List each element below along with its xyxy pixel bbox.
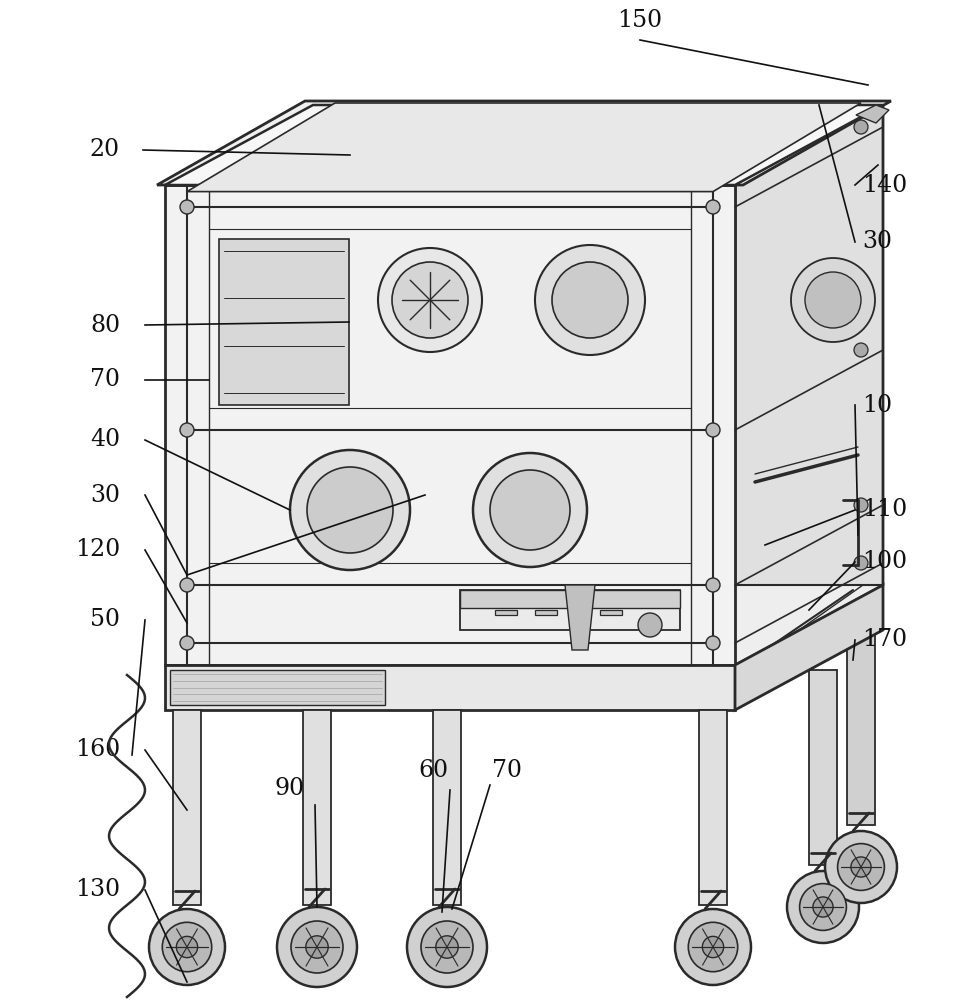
Text: 80: 80 — [90, 314, 120, 336]
Circle shape — [854, 343, 868, 357]
Polygon shape — [856, 105, 889, 123]
Circle shape — [149, 909, 225, 985]
Polygon shape — [165, 105, 883, 185]
Circle shape — [787, 871, 859, 943]
Circle shape — [791, 258, 875, 342]
Polygon shape — [303, 710, 331, 905]
Circle shape — [177, 936, 198, 958]
Text: 30: 30 — [862, 231, 892, 253]
Circle shape — [799, 884, 846, 930]
Circle shape — [473, 453, 587, 567]
Text: 150: 150 — [618, 9, 663, 32]
Circle shape — [307, 467, 393, 553]
Circle shape — [805, 272, 861, 328]
Circle shape — [706, 578, 720, 592]
Polygon shape — [165, 585, 883, 665]
Circle shape — [407, 907, 487, 987]
Text: 20: 20 — [90, 138, 120, 161]
Circle shape — [392, 262, 468, 338]
Circle shape — [180, 636, 194, 650]
Circle shape — [277, 907, 357, 987]
Circle shape — [290, 450, 410, 570]
Text: 70: 70 — [492, 759, 522, 782]
Polygon shape — [460, 590, 680, 608]
Polygon shape — [165, 105, 883, 185]
Circle shape — [702, 936, 724, 958]
Circle shape — [706, 636, 720, 650]
Circle shape — [291, 921, 343, 973]
Circle shape — [306, 936, 329, 958]
Text: 110: 110 — [862, 498, 907, 522]
Text: 160: 160 — [74, 738, 120, 762]
Circle shape — [706, 423, 720, 437]
Text: 40: 40 — [90, 428, 120, 452]
Text: 130: 130 — [74, 879, 120, 902]
Circle shape — [825, 831, 897, 903]
Text: 50: 50 — [90, 608, 120, 632]
Polygon shape — [433, 710, 461, 905]
Circle shape — [689, 922, 737, 972]
Circle shape — [421, 921, 473, 973]
Text: 100: 100 — [862, 550, 907, 574]
Circle shape — [854, 120, 868, 134]
Polygon shape — [535, 610, 557, 615]
Polygon shape — [600, 610, 622, 615]
Polygon shape — [847, 630, 875, 825]
Circle shape — [706, 200, 720, 214]
Circle shape — [180, 200, 194, 214]
Circle shape — [162, 922, 212, 972]
Polygon shape — [170, 670, 385, 705]
Polygon shape — [165, 665, 735, 710]
Circle shape — [838, 844, 884, 890]
Polygon shape — [565, 585, 595, 650]
Circle shape — [490, 470, 570, 550]
Polygon shape — [699, 710, 727, 905]
Text: 140: 140 — [862, 174, 907, 196]
Circle shape — [180, 423, 194, 437]
Circle shape — [675, 909, 751, 985]
Text: 120: 120 — [74, 538, 120, 562]
Circle shape — [854, 498, 868, 512]
Circle shape — [378, 248, 482, 352]
Circle shape — [435, 936, 458, 958]
Text: 170: 170 — [862, 629, 907, 652]
Circle shape — [851, 857, 871, 877]
Polygon shape — [187, 103, 861, 192]
Polygon shape — [157, 101, 891, 185]
Text: 10: 10 — [862, 393, 892, 416]
Text: 30: 30 — [90, 484, 120, 506]
Circle shape — [535, 245, 645, 355]
Circle shape — [180, 578, 194, 592]
Polygon shape — [460, 590, 680, 630]
Text: 90: 90 — [275, 777, 305, 800]
Polygon shape — [735, 585, 883, 710]
Polygon shape — [219, 239, 349, 405]
Polygon shape — [173, 710, 201, 905]
Text: 70: 70 — [90, 368, 120, 391]
Circle shape — [854, 556, 868, 570]
Polygon shape — [735, 105, 883, 665]
Circle shape — [552, 262, 628, 338]
Circle shape — [638, 613, 662, 637]
Polygon shape — [809, 670, 837, 865]
Polygon shape — [495, 610, 517, 615]
Text: 60: 60 — [418, 759, 448, 782]
Circle shape — [813, 897, 833, 917]
Polygon shape — [165, 185, 735, 665]
